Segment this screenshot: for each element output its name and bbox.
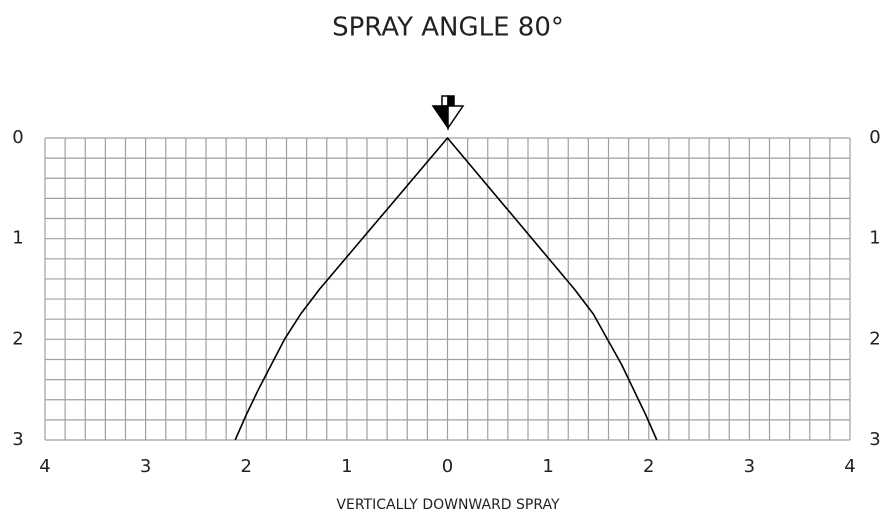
- spray-line: [234, 137, 658, 441]
- x-tick-label: 1: [341, 456, 352, 477]
- y-tick-label-right: 1: [869, 228, 880, 249]
- x-axis-label: VERTICALLY DOWNWARD SPRAY: [336, 497, 560, 513]
- y-tick-label: 0: [12, 127, 23, 148]
- x-tick-label: 2: [643, 456, 654, 477]
- y-tick-label: 3: [12, 429, 23, 450]
- x-tick-label: 3: [744, 456, 755, 477]
- x-tick-label: 3: [140, 456, 151, 477]
- y-tick-label-right: 0: [869, 127, 880, 148]
- x-tick-label: 2: [241, 456, 252, 477]
- x-tick-label: 0: [442, 456, 453, 477]
- y-tick-label: 2: [12, 328, 23, 349]
- y-tick-label-right: 2: [869, 328, 880, 349]
- x-tick-label: 4: [39, 456, 50, 477]
- chart-title: SPRAY ANGLE 80°: [332, 13, 564, 43]
- y-tick-label-right: 3: [869, 429, 880, 450]
- x-tick-label: 1: [542, 456, 553, 477]
- x-tick-label: 4: [844, 456, 855, 477]
- y-tick-label: 1: [12, 228, 23, 249]
- spray-arrow: [431, 95, 465, 131]
